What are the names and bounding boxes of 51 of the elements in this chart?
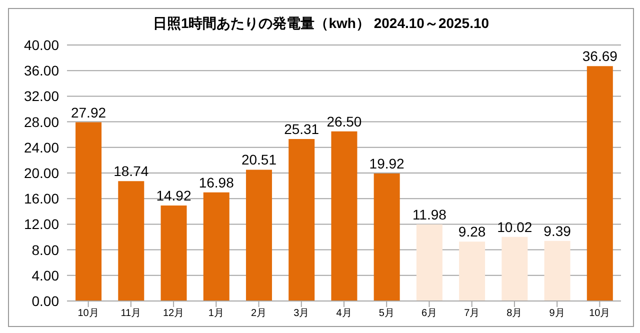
x-tick-label: 4月 bbox=[336, 308, 352, 320]
data-label: 11.98 bbox=[412, 206, 447, 222]
data-label: 36.69 bbox=[582, 48, 618, 64]
chart-title: 日照1時間あたりの発電量（kwh） 2024.10～2025.10 bbox=[152, 15, 490, 33]
x-tick-label: 9月 bbox=[549, 308, 565, 320]
bar bbox=[160, 206, 187, 301]
data-label: 20.51 bbox=[241, 152, 277, 168]
x-tick-label: 6月 bbox=[421, 308, 438, 320]
y-tick-label: 24.00 bbox=[24, 139, 60, 156]
x-tick-label: 8月 bbox=[506, 308, 522, 320]
y-tick-label: 12.00 bbox=[24, 216, 60, 232]
bar bbox=[246, 170, 272, 301]
data-label: 16.98 bbox=[198, 174, 234, 190]
x-tick-label: 12月 bbox=[162, 308, 184, 320]
y-tick-label: 0.00 bbox=[32, 292, 60, 309]
y-tick-label: 32.00 bbox=[24, 88, 60, 104]
x-tick-label: 1月 bbox=[208, 308, 224, 320]
bar bbox=[416, 224, 442, 301]
bar bbox=[586, 66, 613, 301]
x-tick-label: 5月 bbox=[378, 308, 394, 320]
x-tick-label: 10月 bbox=[78, 308, 99, 320]
data-label: 19.92 bbox=[369, 156, 405, 172]
x-tick-label: 2月 bbox=[250, 308, 267, 320]
x-tick-label: 10月 bbox=[589, 308, 610, 320]
y-tick-label: 16.00 bbox=[24, 190, 60, 207]
data-label: 9.28 bbox=[458, 224, 486, 240]
x-tick-label: 3月 bbox=[294, 308, 310, 320]
y-tick-label: 8.00 bbox=[32, 242, 60, 258]
x-tick-label: 11月 bbox=[120, 308, 142, 320]
data-label: 10.02 bbox=[497, 218, 532, 235]
bar bbox=[288, 139, 315, 301]
y-tick-label: 20.00 bbox=[24, 164, 60, 181]
y-tick-label: 4.00 bbox=[32, 267, 60, 284]
data-label: 25.31 bbox=[284, 121, 320, 138]
data-label: 26.50 bbox=[326, 113, 362, 130]
bar bbox=[502, 236, 528, 301]
data-label: 9.39 bbox=[544, 222, 572, 239]
y-tick-label: 36.00 bbox=[24, 62, 60, 79]
bar bbox=[118, 181, 144, 301]
y-tick-label: 28.00 bbox=[24, 114, 60, 130]
bar bbox=[203, 192, 230, 301]
bar bbox=[544, 240, 570, 301]
data-label: 18.74 bbox=[114, 163, 149, 180]
data-label: 14.92 bbox=[156, 188, 192, 204]
bar bbox=[331, 131, 358, 301]
bar bbox=[76, 122, 102, 301]
bar bbox=[459, 242, 486, 301]
x-tick-label: 7月 bbox=[464, 308, 480, 320]
bar bbox=[374, 174, 400, 301]
data-label: 27.92 bbox=[71, 104, 106, 120]
y-tick-label: 40.00 bbox=[24, 36, 60, 53]
